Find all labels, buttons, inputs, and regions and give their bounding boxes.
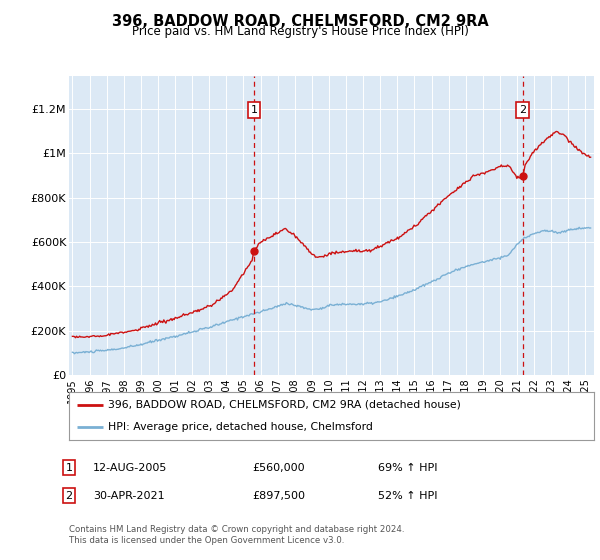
Text: 1: 1 bbox=[251, 105, 257, 115]
Text: 2: 2 bbox=[65, 491, 73, 501]
Text: 396, BADDOW ROAD, CHELMSFORD, CM2 9RA: 396, BADDOW ROAD, CHELMSFORD, CM2 9RA bbox=[112, 14, 488, 29]
Text: Price paid vs. HM Land Registry's House Price Index (HPI): Price paid vs. HM Land Registry's House … bbox=[131, 25, 469, 38]
Text: 2: 2 bbox=[519, 105, 526, 115]
Text: 52% ↑ HPI: 52% ↑ HPI bbox=[378, 491, 437, 501]
Text: 396, BADDOW ROAD, CHELMSFORD, CM2 9RA (detached house): 396, BADDOW ROAD, CHELMSFORD, CM2 9RA (d… bbox=[109, 400, 461, 410]
Text: HPI: Average price, detached house, Chelmsford: HPI: Average price, detached house, Chel… bbox=[109, 422, 373, 432]
Text: 12-AUG-2005: 12-AUG-2005 bbox=[93, 463, 167, 473]
Text: Contains HM Land Registry data © Crown copyright and database right 2024.
This d: Contains HM Land Registry data © Crown c… bbox=[69, 525, 404, 545]
Text: 69% ↑ HPI: 69% ↑ HPI bbox=[378, 463, 437, 473]
Text: 30-APR-2021: 30-APR-2021 bbox=[93, 491, 164, 501]
Text: £560,000: £560,000 bbox=[252, 463, 305, 473]
Text: £897,500: £897,500 bbox=[252, 491, 305, 501]
Text: 1: 1 bbox=[65, 463, 73, 473]
